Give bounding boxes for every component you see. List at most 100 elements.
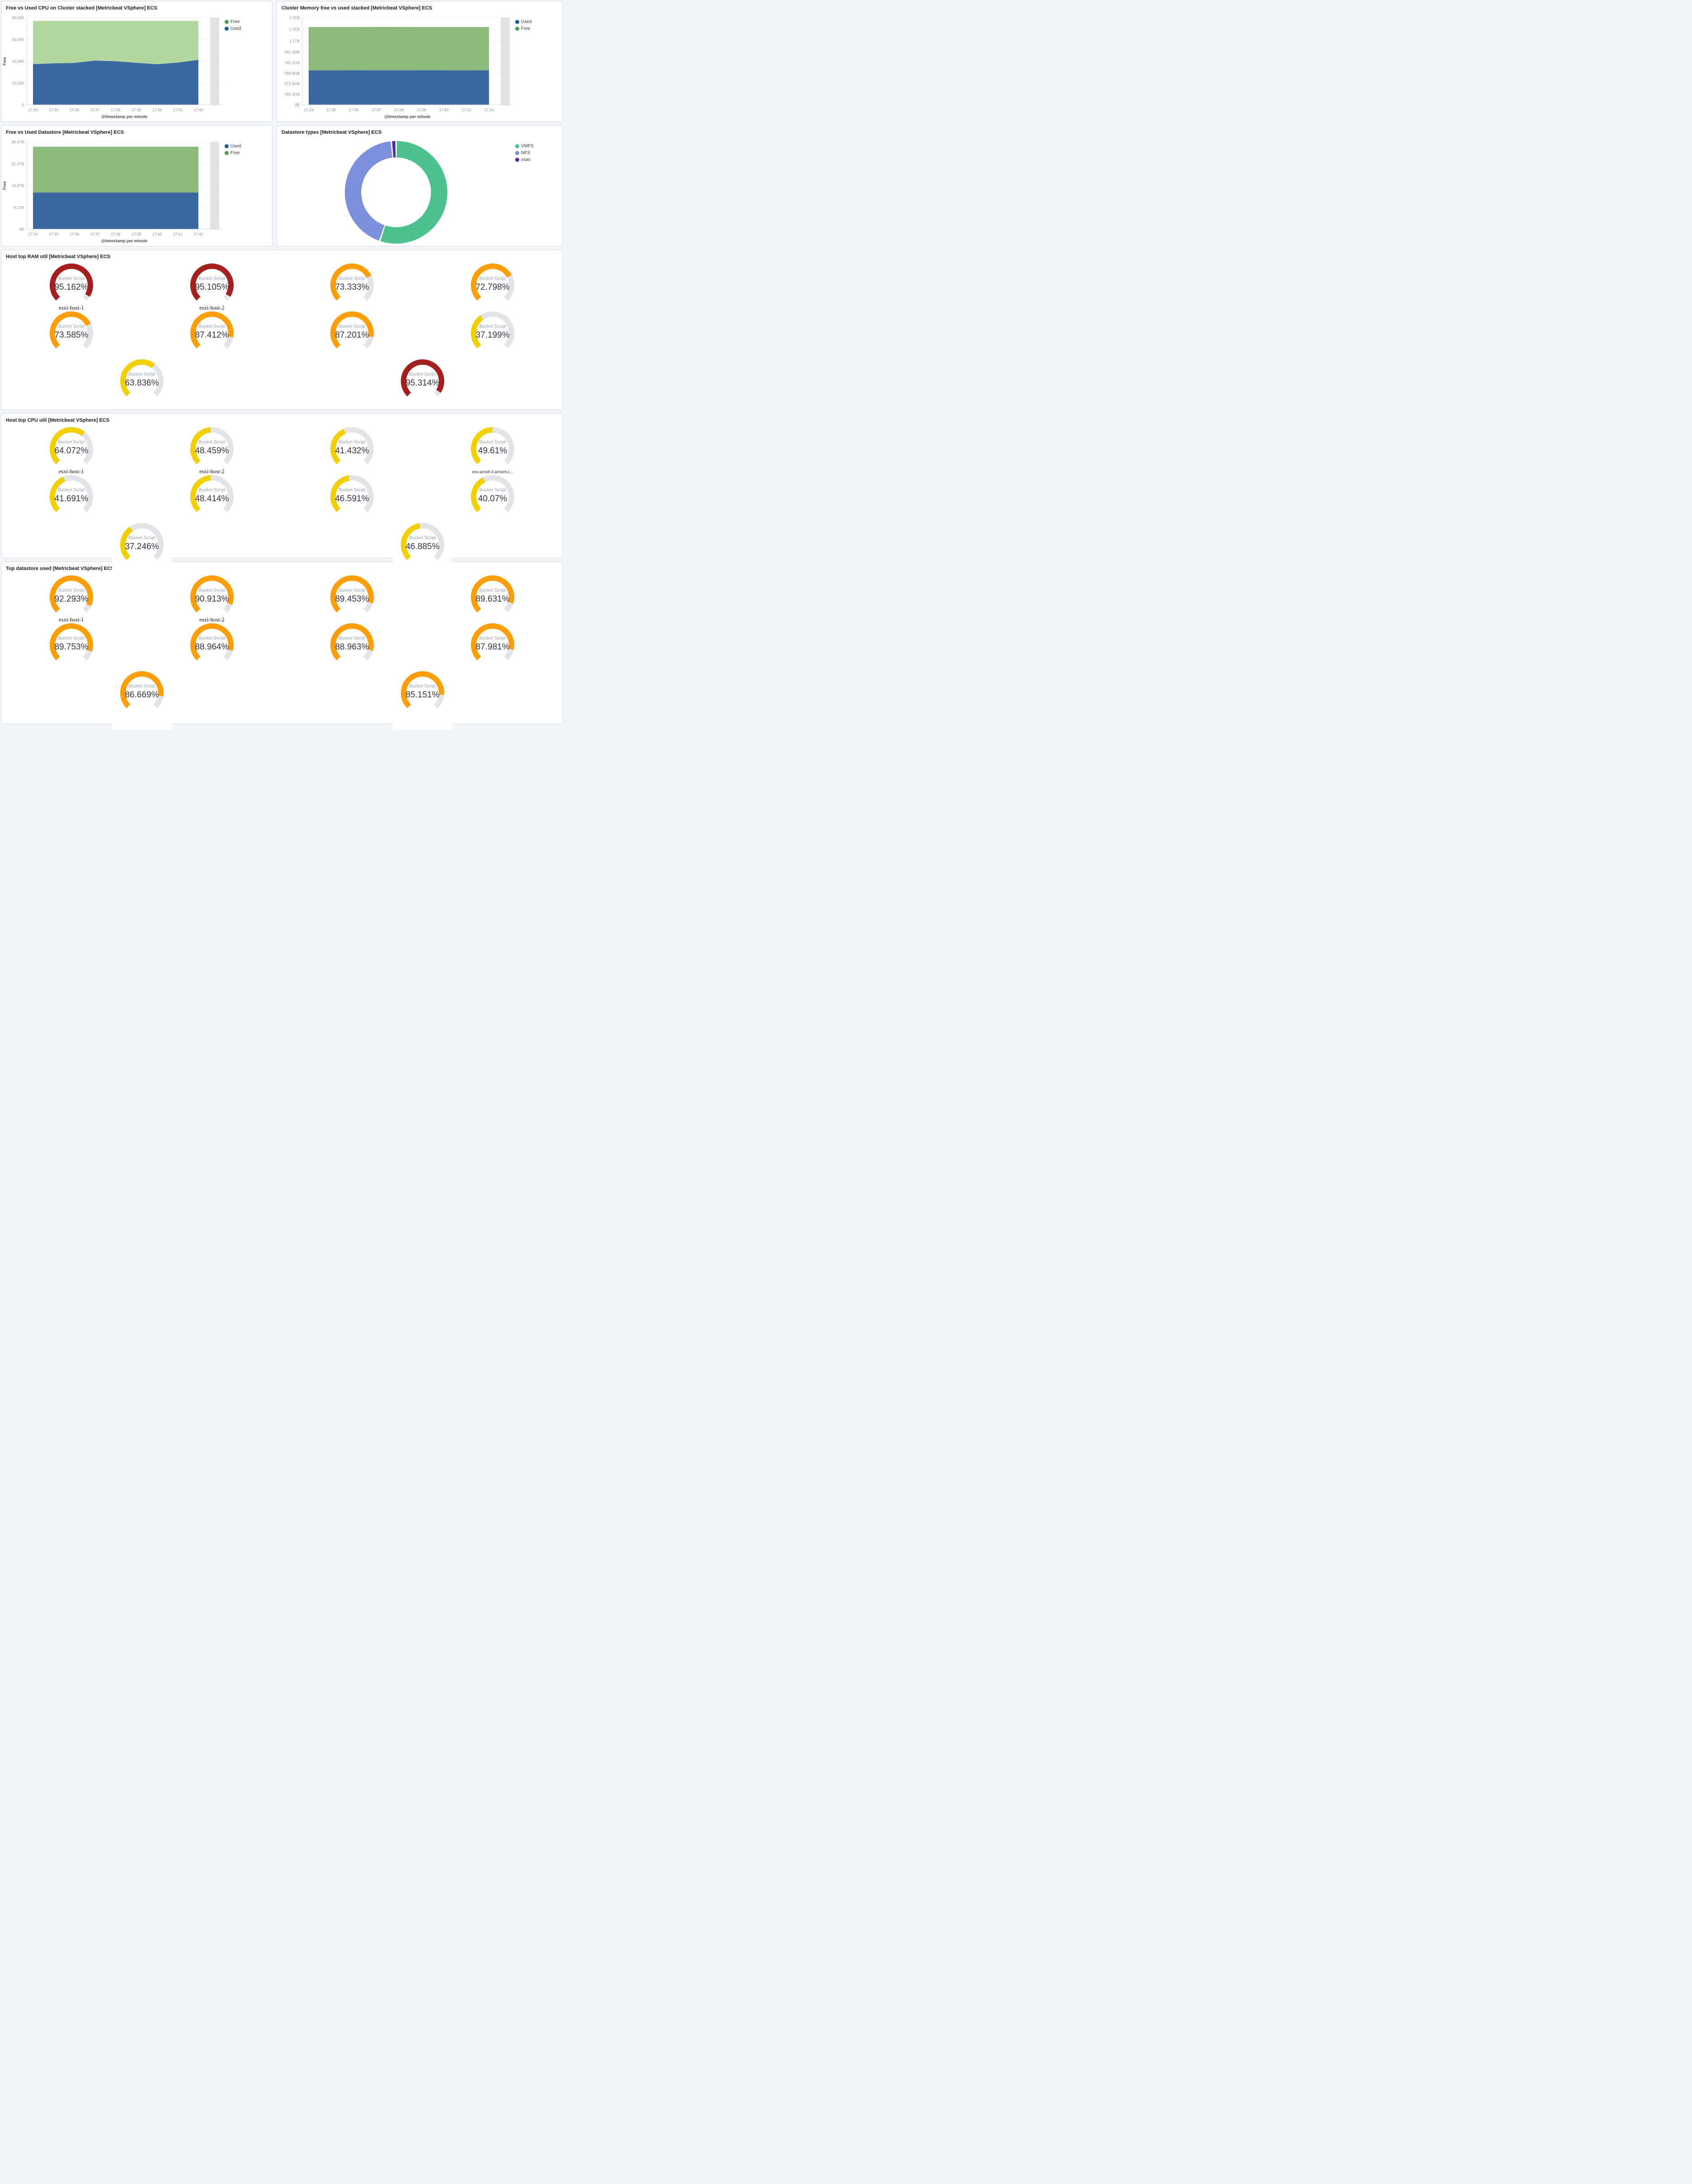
legend-label: Used — [230, 26, 241, 31]
legend-dot — [515, 158, 519, 162]
legend-item-used[interactable]: Used — [225, 144, 272, 149]
series-free — [33, 146, 198, 193]
gauge[interactable]: Bucket Script 95.105% esxi-host-2 — [182, 262, 242, 312]
gauge-arc — [470, 427, 514, 471]
svg-text:17:40: 17:40 — [152, 108, 162, 112]
legend-item-nfs[interactable]: NFS — [515, 151, 563, 155]
gauge-value: 72.798% — [475, 282, 509, 292]
legend-item-free[interactable]: Free — [225, 19, 272, 24]
gauge-value: 90.913% — [195, 594, 229, 604]
area-chart-svg[interactable]: 0B 186.3GB 372.5GB 558.8GB 745.1GB 931.3GB 1.1… — [277, 13, 515, 121]
gauge-cell: Bucket Script 87.412% — [142, 310, 282, 360]
gauge[interactable]: Bucket Script 63.836% — [112, 358, 172, 408]
donut-slice-nfs[interactable] — [345, 141, 393, 241]
gauge[interactable]: Bucket Script 95.162% esxi-host-1 — [42, 262, 101, 312]
gauge-cell: Bucket Script 95.314% — [282, 358, 563, 408]
legend-item-free[interactable]: Free — [515, 26, 563, 31]
gauge[interactable]: Bucket Script 87.201% — [322, 310, 382, 360]
gauge[interactable]: Bucket Script 64.072% esxi-host-1 — [42, 425, 101, 476]
gauge[interactable]: Bucket Script 37.199% — [463, 310, 522, 360]
gauge-metric-label: Bucket Script — [198, 636, 225, 641]
gauge-metric-label: Bucket Script — [409, 684, 436, 689]
gauge-cell: Bucket Script 88.963% — [282, 621, 423, 672]
donut-slice-vmfs[interactable] — [380, 141, 447, 244]
legend-item-used[interactable]: Used — [515, 19, 563, 24]
gauge-row: Bucket Script 89.753% Bucket Script 88.964%… — [1, 621, 563, 669]
legend-dot — [225, 20, 229, 24]
gauge[interactable]: Bucket Script 73.333% — [322, 262, 382, 312]
gauge[interactable]: Bucket Script 72.798% — [463, 262, 522, 312]
gauge-value: 46.885% — [405, 542, 439, 551]
gauge[interactable]: Bucket Script 73.585% — [42, 310, 101, 360]
gauge[interactable]: Bucket Script 89.453% — [322, 574, 382, 624]
gauge[interactable]: Bucket Script 87.412% — [182, 310, 242, 360]
cpu-cluster-area-chart[interactable]: 0 20,000 40,000 60,000 80,000 17:34 17:35 17:36… — [1, 13, 225, 121]
svg-text:17:39: 17:39 — [132, 232, 141, 236]
gauge-row: Bucket Script 95.162% esxi-host-1 Bucket Sc… — [1, 262, 563, 312]
gauge[interactable]: Bucket Script 87.981% — [463, 621, 522, 672]
area-chart-svg[interactable]: 0B 9.1TB 18.2TB 27.3TB 36.4TB 17:34 17:35 17:36… — [1, 137, 225, 245]
gauge-value: 88.964% — [195, 642, 229, 652]
gauge-cell: Bucket Script 89.453% — [282, 574, 423, 624]
gauge-cell: Bucket Script 72.798% — [423, 262, 563, 312]
cluster-memory-area-chart[interactable]: 0B 186.3GB 372.5GB 558.8GB 745.1GB 931.3GB 1.1… — [277, 13, 515, 121]
gauge[interactable]: Bucket Script 41.691% — [42, 473, 101, 524]
gauge-metric-label: Bucket Script — [58, 588, 85, 593]
legend-item-used[interactable]: Used — [225, 26, 272, 31]
area-chart-svg[interactable]: 0 20,000 40,000 60,000 80,000 17:34 17:35 17:36… — [1, 13, 225, 121]
gauge[interactable]: Bucket Script 85.151% — [392, 669, 452, 730]
gauge[interactable]: Bucket Script 90.913% esxi-host-2 — [182, 574, 242, 624]
panel-datastore-types: Datastore types [Metricbeat VSphere] ECS… — [277, 125, 563, 246]
legend-item-vmfs[interactable]: VMFS — [515, 144, 563, 149]
gauge[interactable]: Bucket Script 88.964% — [182, 621, 242, 672]
svg-text:931.3GB: 931.3GB — [284, 50, 300, 54]
gauge[interactable]: Bucket Script 89.631% — [463, 574, 522, 624]
gauge[interactable]: Bucket Script 37.246% — [112, 521, 172, 582]
svg-text:@timestamp per minute: @timestamp per minute — [384, 114, 430, 119]
gauge[interactable]: Bucket Script 86.669% — [112, 669, 172, 730]
gauge[interactable]: Bucket Script 92.293% esxi-host-1 — [42, 574, 101, 624]
gauge-arc — [120, 671, 164, 715]
gauge[interactable]: Bucket Script 89.753% — [42, 621, 101, 672]
gauge-metric-label: Bucket Script — [339, 324, 366, 329]
gauge[interactable]: Bucket Script 40.07% — [463, 473, 522, 524]
gauge-host-label: esxi-host-1 — [59, 617, 84, 623]
gauge-metric-label: Bucket Script — [479, 588, 506, 593]
gauge-arc — [330, 311, 374, 355]
gauge-metric-label: Bucket Script — [198, 276, 225, 281]
gauge-metric-label: Bucket Script — [339, 636, 366, 641]
gauge-value: 41.691% — [55, 494, 89, 504]
gauge-value: 85.151% — [405, 690, 439, 700]
legend-dot — [225, 144, 229, 148]
gauge[interactable]: Bucket Script 41.432% — [322, 425, 382, 476]
gauge-arc — [330, 575, 374, 619]
donut-chart-svg[interactable] — [277, 137, 515, 245]
gauge[interactable]: Bucket Script 48.414% — [182, 473, 242, 524]
legend-dot — [515, 27, 519, 31]
svg-text:17:42: 17:42 — [193, 232, 203, 236]
gauge-host-label: esxi-host-1 — [59, 305, 84, 311]
gauge-cell: Bucket Script 37.199% — [423, 310, 563, 360]
gauge[interactable]: Bucket Script 46.885% — [392, 521, 452, 582]
partial-bucket-band — [210, 18, 219, 105]
gauge-host-label: esxi-host-2 — [199, 617, 225, 623]
gauge-metric-label: Bucket Script — [479, 636, 506, 641]
gauge[interactable]: Bucket Script 88.963% — [322, 621, 382, 672]
legend-item-free[interactable]: Free — [225, 151, 272, 155]
datastore-area-chart[interactable]: 0B 9.1TB 18.2TB 27.3TB 36.4TB 17:34 17:35 17:36… — [1, 137, 225, 245]
gauge[interactable]: Bucket Script 48.459% esxi-host-2 — [182, 425, 242, 476]
panel-title: Host top CPU util [Metricbeat VSphere] E… — [6, 418, 110, 423]
gauge[interactable]: Bucket Script 95.314% — [393, 358, 452, 408]
legend-item-vsan[interactable]: vsan — [515, 157, 563, 162]
gauge[interactable]: Bucket Script 49.61% esx-ams8-3.amsint.c..… — [463, 425, 522, 476]
datastore-types-donut-chart[interactable] — [277, 137, 515, 245]
gauge[interactable]: Bucket Script 46.591% — [322, 473, 382, 524]
panel-title: Host top RAM util [Metricbeat VSphere] E… — [6, 254, 111, 259]
